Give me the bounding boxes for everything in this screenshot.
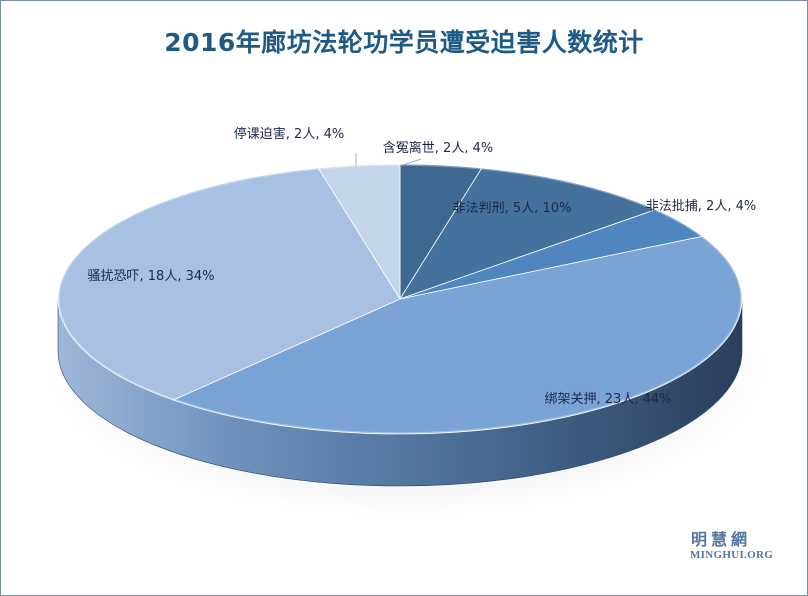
slice-label-6: 停课迫害, 2人, 4% bbox=[234, 126, 344, 142]
pie-slice-4 bbox=[172, 235, 743, 435]
slice-label-2: 非法判刑, 5人, 10% bbox=[453, 201, 572, 216]
pie-slice-5 bbox=[57, 167, 401, 401]
slice-label-5: 骚扰恐吓, 18人, 34% bbox=[88, 269, 215, 284]
pie-slice-6 bbox=[317, 163, 401, 301]
minghui-logo-cn: 明慧網 bbox=[691, 530, 752, 549]
pie-rim-highlight bbox=[58, 164, 742, 434]
minghui-logo-en: MINGHUI.ORG bbox=[690, 549, 774, 561]
label-leader-1 bbox=[399, 158, 422, 167]
slice-label-4: 绑架关押, 23人, 44% bbox=[545, 392, 672, 407]
slice-label-3: 非法批捕, 2人, 4% bbox=[646, 198, 756, 214]
slice-label-1: 含冤离世, 2人, 4% bbox=[383, 140, 493, 156]
pie-slice-2 bbox=[399, 167, 658, 300]
chart-title: 2016年廊坊法轮功学员遭受迫害人数统计 bbox=[164, 28, 644, 57]
